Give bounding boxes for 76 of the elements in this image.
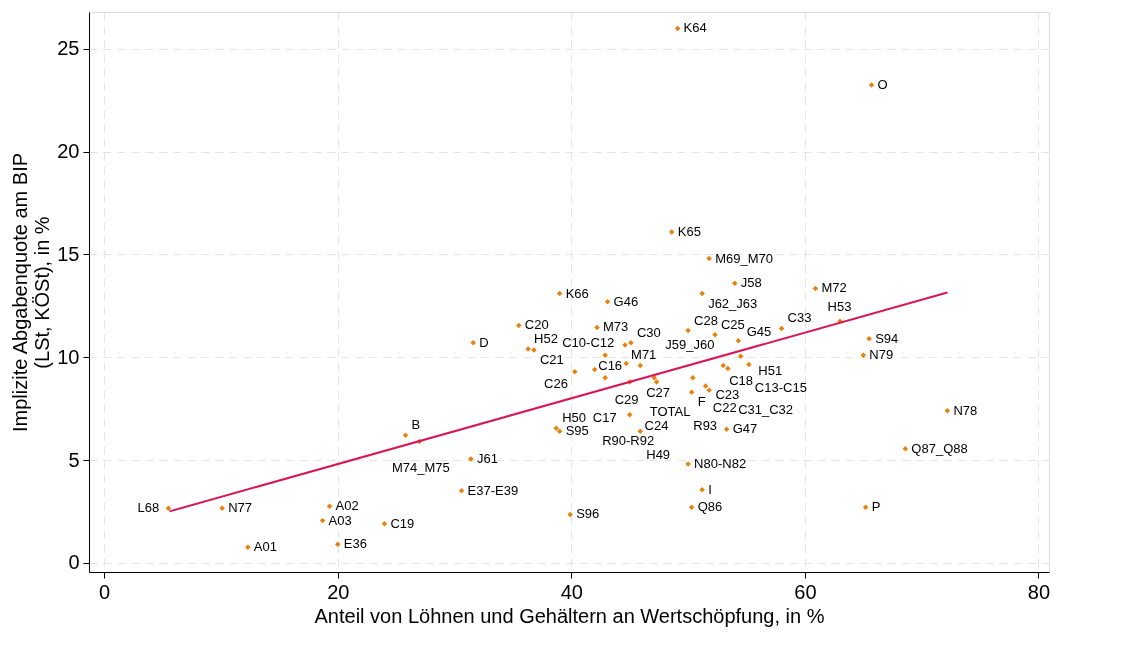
annotation: C30 [636, 324, 661, 340]
annotation: C27 [646, 385, 671, 401]
annotation: N78 [953, 402, 978, 418]
annotation: F [697, 394, 706, 410]
annotation: G46 [613, 293, 639, 309]
annotation: A03 [328, 512, 352, 528]
annotation: I [708, 481, 712, 497]
annotation: C20 [524, 317, 549, 333]
annotation: C33 [787, 310, 812, 326]
annotation: J59_J60 [665, 337, 715, 353]
annotation: Q86 [697, 499, 723, 515]
annotation: R93 [693, 418, 718, 434]
annotation: K64 [683, 20, 707, 36]
annotation: M72 [821, 280, 847, 296]
annotation: TOTAL [649, 403, 691, 419]
y-tick-label: 20 [57, 140, 80, 163]
annotation: C28 [694, 312, 718, 328]
annotation: G45 [746, 324, 772, 340]
annotation: C22 [712, 399, 737, 415]
annotation: O [877, 76, 888, 92]
annotation: C25 [720, 316, 745, 332]
annotation: H53 [827, 299, 852, 315]
y-tick-label: 0 [68, 551, 80, 574]
annotation: K66 [565, 285, 589, 301]
annotation: G47 [732, 421, 758, 437]
annotation: P [871, 499, 881, 515]
annotation: H50 [562, 410, 587, 426]
annotation: M74_M75 [391, 459, 450, 475]
x-axis-title: Anteil von Löhnen und Gehältern an Wertschöpfung, in % [314, 604, 825, 627]
annotation: C10-C12 [562, 335, 615, 351]
annotation: H49 [646, 447, 671, 463]
annotation: M69_M70 [715, 250, 773, 266]
x-tick-label: 80 [1027, 580, 1051, 603]
x-tick-label: 60 [794, 580, 817, 603]
annotation: D [479, 334, 489, 350]
annotation: B [411, 417, 421, 433]
annotation: K65 [677, 223, 701, 239]
annotation: C23 [715, 386, 740, 402]
annotation: J62_J63 [708, 295, 758, 311]
y-axis-title: Implizite Abgabenquote am BIP (LSt, KÖSt), in % [9, 152, 54, 433]
y-tick-label: 5 [68, 448, 80, 471]
annotation: N80-N82 [694, 456, 747, 472]
annotation: E36 [343, 536, 367, 552]
annotation: S96 [576, 506, 600, 522]
annotation: C21 [539, 352, 564, 368]
y-tick-label: 10 [57, 345, 80, 368]
annotation: J58 [740, 275, 762, 291]
annotation: M71 [631, 346, 657, 362]
annotation: C16 [598, 357, 623, 373]
x-tick-label: 0 [99, 580, 111, 603]
annotation: A01 [253, 539, 277, 555]
x-tick-label: 20 [327, 580, 350, 603]
annotation: C13-C15 [754, 380, 807, 396]
annotation: C17 [592, 409, 617, 425]
annotation: C24 [644, 417, 669, 433]
annotation: C31_C32 [738, 402, 794, 418]
x-tick-label: 40 [560, 580, 583, 603]
y-tick-label: 25 [57, 37, 80, 60]
annotation: H51 [758, 362, 783, 378]
annotation: A02 [335, 498, 359, 514]
annotation: C26 [544, 375, 568, 391]
annotation: R90-R92 [602, 432, 655, 448]
annotation: Q87_Q88 [911, 440, 968, 456]
annotation: M73 [603, 319, 629, 335]
annotation: E37-E39 [467, 482, 519, 498]
annotation: H52 [534, 331, 558, 347]
annotation: C19 [390, 515, 415, 531]
annotation: J61 [476, 450, 498, 466]
annotation: S94 [875, 330, 899, 346]
annotation: C29 [614, 391, 639, 407]
annotation: N77 [228, 500, 252, 516]
annotation: C18 [729, 373, 754, 389]
annotation: L68 [137, 500, 160, 516]
y-tick-label: 15 [57, 243, 80, 265]
annotation: N79 [869, 347, 894, 363]
annotation: S95 [565, 423, 589, 439]
